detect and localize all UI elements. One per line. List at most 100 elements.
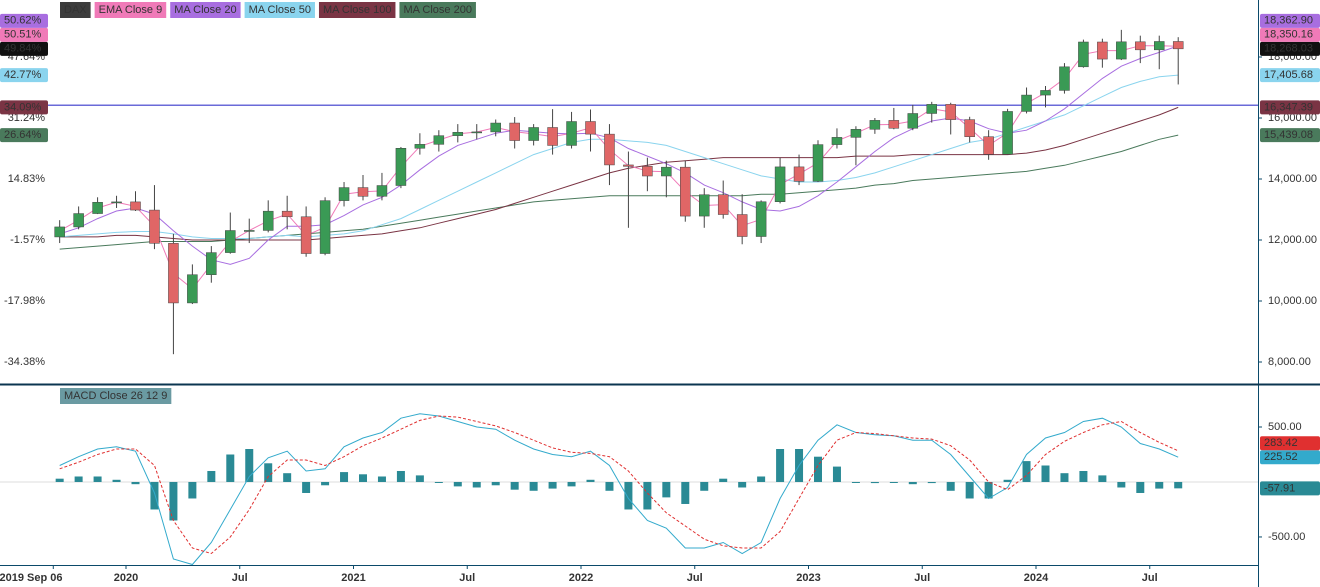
- candle-body: [433, 135, 445, 145]
- ma-line: [59, 45, 1179, 265]
- candle-body: [149, 209, 160, 244]
- histogram-bar: [1136, 481, 1145, 493]
- candle-body: [566, 121, 577, 146]
- value-badge: [0, 128, 48, 143]
- candle-body: [300, 216, 312, 254]
- x-tick-label: 2022: [569, 572, 593, 584]
- candle-body: [1059, 66, 1070, 91]
- histogram-bar: [757, 476, 766, 482]
- candle-body: [1154, 41, 1165, 51]
- candle-body: [1172, 41, 1184, 50]
- value-badge: [1260, 27, 1320, 42]
- histogram-bar: [396, 470, 405, 482]
- candle-body: [490, 122, 501, 133]
- candle-body: [1078, 41, 1089, 68]
- legend-item: MA Close 50: [249, 4, 311, 16]
- value-badge-label: 18,362.90: [1264, 15, 1313, 27]
- candle-body: [604, 133, 615, 166]
- candle-body: [281, 210, 293, 218]
- candle-body: [1135, 41, 1146, 51]
- candle-body: [717, 194, 729, 215]
- histogram-bar: [889, 481, 898, 483]
- y-tick-label: 10,000.00: [1268, 295, 1317, 307]
- candle-body: [755, 201, 767, 237]
- y-tick-label: -500.00: [1268, 531, 1305, 543]
- value-badge: [1260, 13, 1320, 28]
- histogram-bar: [624, 481, 633, 510]
- candle-body: [509, 122, 520, 141]
- histogram-bar: [814, 456, 822, 482]
- legend-item-bg: [318, 2, 396, 18]
- histogram-bar: [453, 481, 462, 487]
- histogram-bar: [283, 473, 292, 482]
- histogram-bar: [870, 481, 879, 484]
- histogram-bar: [207, 470, 216, 482]
- value-badge: [0, 68, 48, 83]
- histogram-bar: [738, 481, 747, 488]
- candle-body: [1002, 111, 1013, 155]
- candle-body: [1097, 41, 1108, 60]
- value-badge-label: 283.42: [1264, 437, 1298, 449]
- histogram-bar: [567, 481, 576, 487]
- histogram-bar: [1174, 481, 1183, 489]
- histogram-bar: [832, 466, 841, 482]
- candle-body: [642, 166, 653, 177]
- histogram-bar: [719, 478, 728, 482]
- histogram-bar: [586, 479, 595, 482]
- candle-body: [1116, 41, 1127, 60]
- value-badge-label: 26.64%: [4, 129, 42, 141]
- value-badge-label: 15,439.08: [1264, 129, 1313, 141]
- histogram-bar: [1022, 461, 1031, 482]
- y2-tick-label: 14.83%: [8, 173, 46, 185]
- histogram-bar: [1155, 481, 1164, 489]
- candle-body: [793, 166, 805, 182]
- candle-body: [206, 252, 217, 275]
- legend-item: DAX: [64, 4, 87, 16]
- histogram-bar: [681, 481, 690, 504]
- value-badge-label: 225.52: [1264, 451, 1298, 463]
- value-badge-label: 18,350.16: [1264, 29, 1313, 41]
- x-tick-label: 2023: [796, 572, 820, 584]
- value-badge-label: 34.09%: [4, 101, 42, 113]
- histogram-bar: [1079, 470, 1088, 482]
- candle-body: [926, 104, 937, 114]
- value-badge: [1260, 100, 1320, 115]
- histogram-bar: [74, 476, 83, 482]
- histogram-bar: [340, 472, 349, 482]
- histogram-bar: [112, 479, 121, 482]
- candle-body: [907, 113, 919, 129]
- value-badge-label: 50.51%: [4, 29, 42, 41]
- candle-body: [414, 144, 426, 149]
- histogram-bar: [472, 481, 481, 488]
- candle-body: [850, 129, 862, 138]
- legend-item: EMA Close 9: [99, 4, 163, 16]
- candle-body: [187, 274, 198, 304]
- y2-tick-label: -34.38%: [4, 356, 45, 368]
- histogram-bar: [359, 474, 367, 482]
- histogram-bar: [169, 481, 178, 521]
- histogram-bar: [415, 475, 424, 482]
- histogram-bar: [434, 481, 443, 483]
- macd-line: [59, 413, 1179, 566]
- value-badge: [1260, 41, 1320, 56]
- candle-body: [92, 202, 103, 214]
- candle-body: [528, 127, 539, 141]
- x-tick-label: Jul: [914, 572, 930, 584]
- legend-item-bg: [399, 2, 476, 18]
- value-badge: [1260, 481, 1320, 496]
- histogram-bar: [662, 481, 671, 498]
- ma-line: [59, 106, 1179, 241]
- value-badge: [1260, 450, 1320, 465]
- candle-body: [661, 166, 672, 177]
- candle-body: [945, 104, 956, 120]
- x-tick-label: 2021: [341, 572, 365, 584]
- x-tick-label: 2020: [114, 572, 138, 584]
- histogram-bar: [984, 481, 993, 499]
- histogram-bar: [377, 476, 386, 482]
- value-badge-label: 50.62%: [4, 15, 42, 27]
- value-badge: [0, 27, 48, 42]
- legend-item-bg: [244, 2, 315, 18]
- histogram-bar: [776, 449, 785, 482]
